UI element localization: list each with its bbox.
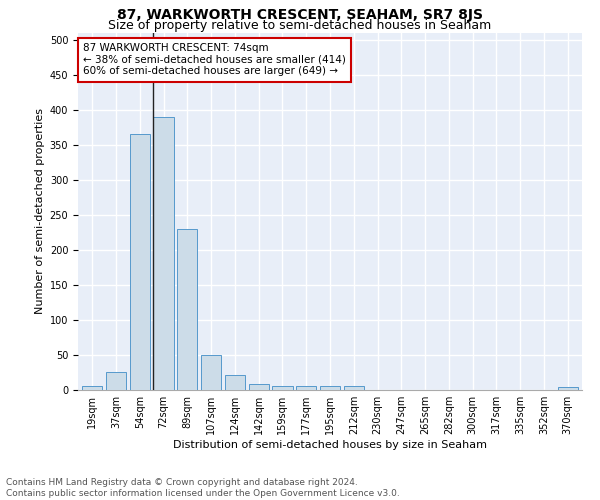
Bar xyxy=(344,386,364,390)
Bar xyxy=(177,229,197,390)
Text: Contains HM Land Registry data © Crown copyright and database right 2024.
Contai: Contains HM Land Registry data © Crown c… xyxy=(6,478,400,498)
X-axis label: Distribution of semi-detached houses by size in Seaham: Distribution of semi-detached houses by … xyxy=(173,440,487,450)
Bar xyxy=(201,355,221,390)
Bar xyxy=(320,386,340,390)
Bar xyxy=(248,384,269,390)
Bar xyxy=(272,386,293,390)
Text: 87 WARKWORTH CRESCENT: 74sqm
← 38% of semi-detached houses are smaller (414)
60%: 87 WARKWORTH CRESCENT: 74sqm ← 38% of se… xyxy=(83,43,346,76)
Text: Size of property relative to semi-detached houses in Seaham: Size of property relative to semi-detach… xyxy=(109,19,491,32)
Bar xyxy=(557,387,578,390)
Bar xyxy=(225,376,245,390)
Bar xyxy=(106,372,126,390)
Text: 87, WARKWORTH CRESCENT, SEAHAM, SR7 8JS: 87, WARKWORTH CRESCENT, SEAHAM, SR7 8JS xyxy=(117,8,483,22)
Y-axis label: Number of semi-detached properties: Number of semi-detached properties xyxy=(35,108,46,314)
Bar xyxy=(296,386,316,390)
Bar xyxy=(130,134,150,390)
Bar xyxy=(82,386,103,390)
Bar xyxy=(154,116,173,390)
